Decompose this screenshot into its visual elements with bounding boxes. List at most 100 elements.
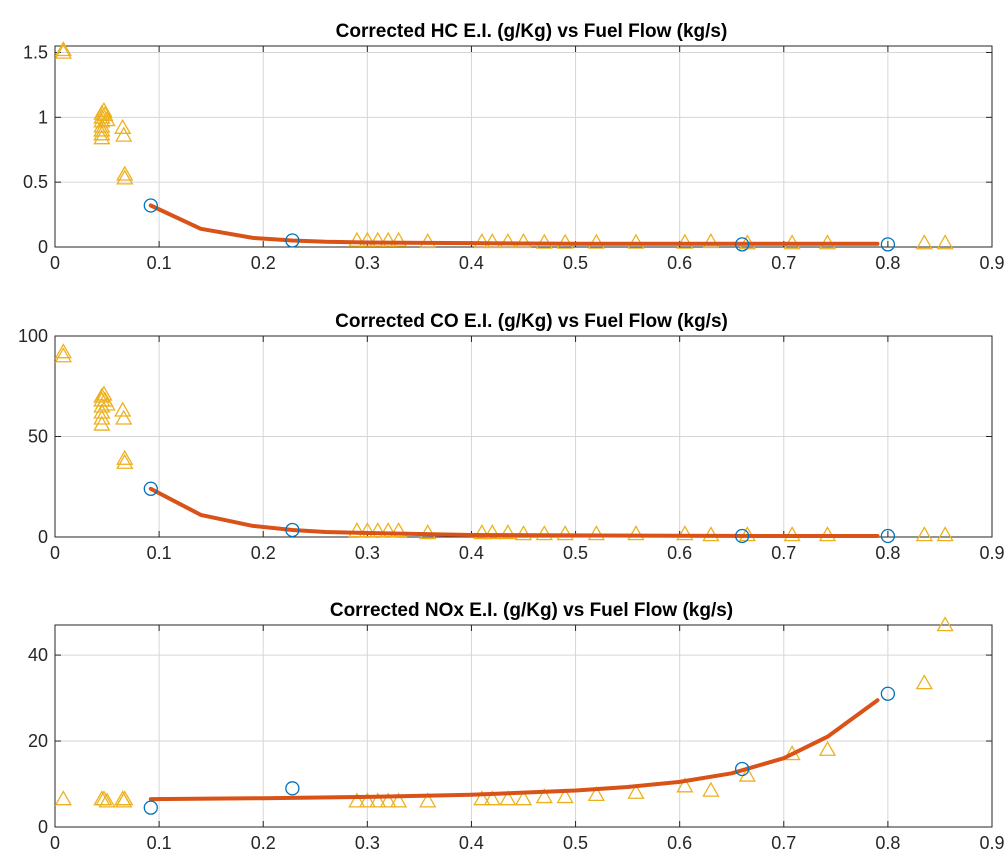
y-tick-label: 100 <box>18 326 48 346</box>
triangle-marker <box>556 525 574 541</box>
x-tick-label: 0.3 <box>355 833 380 853</box>
triangle-marker <box>379 792 397 808</box>
fit-line <box>148 203 880 246</box>
circle-marker <box>880 686 896 701</box>
y-tick-label: 0 <box>38 527 48 547</box>
triangle-marker <box>915 234 933 250</box>
x-tick-label: 0.6 <box>667 543 692 563</box>
triangle-marker <box>98 792 116 808</box>
circle-marker <box>285 233 300 248</box>
x-tick-label: 0 <box>50 833 60 853</box>
y-tick-label: 0 <box>38 237 48 257</box>
x-tick-label: 0.4 <box>459 253 484 273</box>
y-tick-label: 40 <box>28 645 48 665</box>
y-tick-label: 1.5 <box>23 42 48 62</box>
triangle-marker <box>499 790 517 806</box>
y-tick-label: 0 <box>38 817 48 837</box>
triangle-marker <box>514 790 533 806</box>
triangle-marker <box>419 524 437 540</box>
triangle-marker <box>738 766 756 782</box>
triangle-marker <box>627 233 645 249</box>
y-tick-label: 20 <box>28 731 48 751</box>
triangle-marker <box>587 233 605 249</box>
triangle-marker <box>915 526 933 542</box>
triangle-marker <box>389 792 408 808</box>
y-tick-label: 0.5 <box>23 172 48 192</box>
circle-marker <box>880 237 896 252</box>
x-tick-label: 0.5 <box>563 833 588 853</box>
x-tick-label: 0 <box>50 543 60 563</box>
triangle-marker <box>627 525 645 541</box>
x-tick-label: 0.5 <box>563 253 588 273</box>
triangle-marker <box>95 790 113 806</box>
plot-area <box>55 46 992 247</box>
triangle-marker <box>676 233 694 249</box>
triangle-marker <box>535 525 553 541</box>
x-tick-label: 0.8 <box>875 543 900 563</box>
x-tick-label: 0.4 <box>459 543 484 563</box>
triangle-marker <box>915 674 933 690</box>
x-tick-label: 0.8 <box>875 833 900 853</box>
chart-title: Corrected HC E.I. (g/Kg) vs Fuel Flow (k… <box>336 21 728 42</box>
x-tick-label: 0.6 <box>667 253 692 273</box>
x-tick-label: 0.9 <box>979 833 1004 853</box>
x-tick-label: 0.1 <box>147 543 172 563</box>
circle-marker <box>734 528 750 544</box>
triangle-marker <box>93 125 111 141</box>
circle-marker <box>143 800 158 815</box>
triangle-marker <box>556 233 574 249</box>
x-tick-label: 0.7 <box>771 833 796 853</box>
triangle-marker <box>483 233 501 249</box>
x-tick-label: 0 <box>50 253 60 273</box>
triangle-marker <box>535 788 553 804</box>
x-tick-label: 0.2 <box>251 543 276 563</box>
x-tick-label: 0.8 <box>875 253 900 273</box>
triangle-marker <box>587 525 605 541</box>
triangle-marker <box>676 525 694 541</box>
triangle-marker <box>499 233 517 249</box>
triangle-marker <box>936 526 954 542</box>
triangle-marker <box>389 231 408 247</box>
x-tick-label: 0.6 <box>667 833 692 853</box>
triangle-marker <box>936 234 954 250</box>
triangle-marker <box>535 233 553 249</box>
x-tick-label: 0.2 <box>251 833 276 853</box>
triangle-marker <box>54 347 72 363</box>
circle-marker <box>285 522 300 538</box>
axes-box <box>54 624 993 828</box>
triangle-marker <box>419 792 437 808</box>
triangle-marker <box>379 231 397 247</box>
triangle-marker <box>93 415 111 431</box>
fit-line <box>148 486 880 538</box>
subplot-3: Corrected NOx E.I. (g/Kg) vs Fuel Flow (… <box>28 600 1005 853</box>
triangle-marker <box>95 385 113 401</box>
triangle-marker <box>499 524 517 540</box>
y-tick-label: 50 <box>28 427 48 447</box>
x-tick-label: 0.9 <box>979 253 1004 273</box>
triangle-marker <box>115 126 133 142</box>
triangle-marker <box>473 233 491 249</box>
triangle-marker <box>627 783 645 799</box>
triangle-marker <box>348 522 366 538</box>
triangle-marker <box>98 111 116 127</box>
triangle-marker <box>115 409 133 425</box>
triangle-marker <box>587 785 605 802</box>
x-tick-label: 0.1 <box>147 253 172 273</box>
subplot-1: Corrected HC E.I. (g/Kg) vs Fuel Flow (k… <box>23 21 1005 273</box>
x-tick-label: 0.7 <box>771 543 796 563</box>
triangle-marker <box>676 777 694 793</box>
triangle-marker <box>936 616 954 632</box>
triangle-marker <box>389 522 408 538</box>
x-tick-label: 0.4 <box>459 833 484 853</box>
triangle-marker <box>369 522 387 538</box>
x-tick-label: 0.3 <box>355 543 380 563</box>
triangle-marker <box>473 524 491 540</box>
triangle-marker <box>818 740 837 756</box>
triangle-marker <box>114 118 132 134</box>
triangle-marker <box>116 169 134 185</box>
triangle-marker <box>116 165 134 181</box>
triangle-marker <box>54 343 72 359</box>
triangle-marker <box>98 395 116 411</box>
chart-title: Corrected CO E.I. (g/Kg) vs Fuel Flow (k… <box>335 311 728 332</box>
